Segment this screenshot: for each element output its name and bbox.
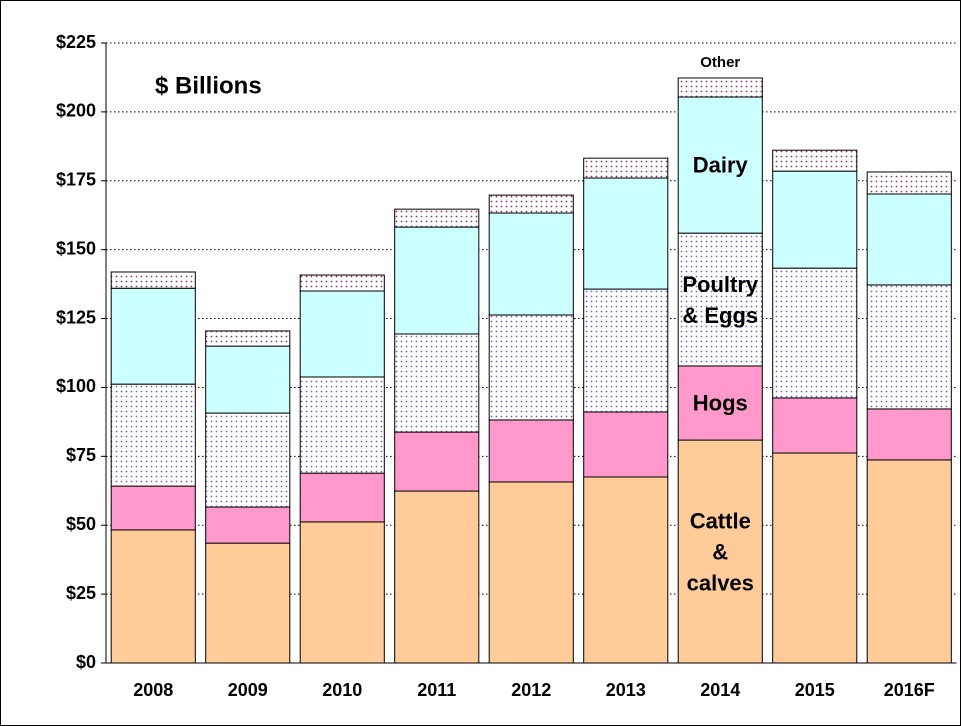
x-tick-label: 2010 [322,680,362,700]
bar-segment [110,271,196,289]
x-tick-label: 2009 [228,680,268,700]
bar-segment [583,177,669,290]
y-tick-label: $200 [56,101,96,121]
bar-segment [299,521,385,664]
series-label: Cattle & calves [686,508,754,596]
x-tick-label: 2014 [700,680,740,700]
series-label: Poultry & Eggs [682,271,759,328]
bar-segment [772,267,858,399]
bar-segment [488,212,574,316]
y-tick-label: $175 [56,170,96,190]
bar-segment [488,314,574,421]
bar-segment [205,330,291,347]
bar-segment [488,481,574,664]
y-tick-label: $25 [66,583,96,603]
bar-segment [772,149,858,172]
bar-segment [866,171,952,195]
x-tick-label: 2013 [606,680,646,700]
bar-segment [583,476,669,664]
bar-segment [394,333,480,433]
x-tick-label: 2008 [133,680,173,700]
bar-segment [205,412,291,508]
y-tick-label: $125 [56,307,96,327]
bar-segment [772,397,858,454]
bar-segment [205,506,291,544]
bar-segment [866,284,952,410]
series-label: Hogs [692,390,748,416]
bar-segment [866,193,952,286]
bar-segment [488,194,574,214]
bar-segment [394,226,480,335]
bar-segment [299,274,385,292]
bar-segment [772,170,858,269]
bar-segment [205,345,291,414]
bar-segment [394,490,480,664]
bar-segment [488,419,574,483]
x-tick-label: 2016F [884,680,935,700]
bar-segment [110,485,196,531]
x-tick-label: 2011 [417,680,456,700]
bar-segment [110,287,196,385]
y-tick-label: $50 [66,514,96,534]
y-tick-label: $0 [76,652,96,672]
bar-segment [583,288,669,413]
bar-segment [866,459,952,664]
y-tick-label: $225 [56,32,96,52]
bar-segment [394,431,480,492]
bar-segment [110,383,196,487]
bar-segment [583,157,669,179]
y-tick-label: $150 [56,238,96,258]
y-tick-label: $100 [56,376,96,396]
series-label: Other [700,53,741,71]
bar-segment [677,439,763,664]
bar-segment [299,376,385,474]
annotation: $ Billions [155,72,262,99]
x-tick-label: 2015 [795,680,835,700]
bar-segment [394,208,480,228]
bar-segment [677,365,763,441]
bar-segment [772,452,858,664]
x-tick-label: 2012 [511,680,551,700]
bar-segment [677,232,763,367]
series-label: Dairy [692,152,748,178]
bar-segment [583,411,669,478]
y-tick-label: $75 [66,445,96,465]
bar-segment [299,472,385,523]
bar-segment [110,529,196,664]
bar-segment [866,408,952,461]
bar-segment [677,77,763,98]
bar-segment [299,290,385,378]
bar-segment [205,542,291,664]
